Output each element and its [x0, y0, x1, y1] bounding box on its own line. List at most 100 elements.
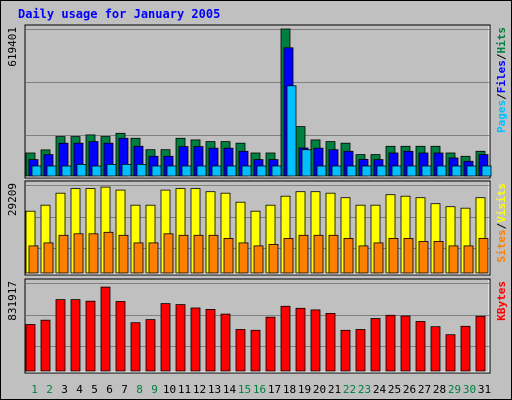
bar-sites-day-23 — [358, 245, 369, 274]
x-label-day-5: 5 — [91, 383, 98, 396]
bar-kbytes-day-3 — [55, 299, 66, 372]
bar-pages-day-16 — [256, 165, 267, 177]
bar-kbytes-day-26 — [400, 315, 411, 372]
legend-entry: / — [495, 222, 508, 229]
y-max-label: 29209 — [6, 183, 19, 216]
bar-sites-day-2 — [43, 242, 54, 274]
x-label-day-20: 20 — [313, 383, 326, 396]
bar-pages-day-10 — [166, 165, 177, 177]
bar-pages-day-17 — [271, 165, 282, 177]
bar-sites-day-11 — [178, 234, 189, 274]
bar-pages-day-25 — [391, 165, 402, 177]
x-label-day-14: 14 — [223, 383, 237, 396]
bar-sites-day-22 — [343, 237, 354, 274]
bar-pages-day-22 — [346, 165, 357, 177]
bar-kbytes-day-11 — [175, 304, 186, 372]
legend-top: Pages/Files/Hits — [495, 27, 508, 133]
bar-pages-day-2 — [46, 165, 57, 177]
bar-kbytes-day-7 — [115, 301, 126, 372]
bar-pages-day-14 — [226, 165, 237, 177]
bar-sites-day-30 — [463, 245, 474, 274]
bar-kbytes-day-8 — [130, 322, 141, 372]
bar-kbytes-day-9 — [145, 319, 156, 372]
bar-sites-day-16 — [253, 245, 264, 274]
bar-sites-day-29 — [448, 245, 459, 274]
bar-pages-day-27 — [421, 165, 432, 177]
x-label-day-11: 11 — [178, 383, 191, 396]
bar-sites-day-28 — [433, 240, 444, 274]
panel-middle: 29209 Sites/Visits — [6, 180, 508, 276]
x-label-day-17: 17 — [268, 383, 281, 396]
bar-pages-day-20 — [316, 165, 327, 177]
bar-sites-day-18 — [283, 237, 294, 274]
bar-kbytes-day-28 — [430, 326, 441, 372]
bar-sites-day-21 — [328, 234, 339, 274]
bar-kbytes-day-4 — [70, 299, 81, 372]
bar-kbytes-day-1 — [25, 324, 36, 372]
legend-entry: Hits — [495, 27, 508, 54]
bar-sites-day-14 — [223, 237, 234, 274]
legend-entry: Visits — [495, 183, 508, 223]
legend-entry: / — [495, 93, 508, 100]
legend-entry: / — [495, 53, 508, 60]
bar-pages-day-7 — [121, 163, 132, 177]
bar-kbytes-day-24 — [370, 318, 381, 372]
bar-sites-day-8 — [133, 242, 144, 274]
bar-pages-day-6 — [106, 163, 117, 177]
y-max-label: 619401 — [6, 27, 19, 67]
bar-pages-day-5 — [91, 165, 102, 177]
bar-pages-day-24 — [376, 165, 387, 177]
bar-sites-day-4 — [73, 233, 84, 274]
bar-kbytes-day-23 — [355, 329, 366, 372]
x-label-day-2: 2 — [46, 383, 53, 396]
x-label-day-4: 4 — [76, 383, 83, 396]
x-label-day-22: 22 — [343, 383, 356, 396]
x-label-day-10: 10 — [163, 383, 176, 396]
y-max-label: 831917 — [6, 281, 19, 321]
x-label-day-6: 6 — [106, 383, 113, 396]
x-label-day-12: 12 — [193, 383, 206, 396]
x-label-day-25: 25 — [388, 383, 401, 396]
x-label-day-29: 29 — [448, 383, 461, 396]
x-label-day-3: 3 — [61, 383, 68, 396]
x-label-day-16: 16 — [253, 383, 266, 396]
bar-sites-day-1 — [28, 245, 39, 274]
x-label-day-1: 1 — [31, 383, 38, 396]
bar-kbytes-day-25 — [385, 314, 396, 372]
bar-kbytes-day-15 — [235, 329, 246, 372]
bar-kbytes-day-14 — [220, 313, 231, 372]
bar-pages-day-11 — [181, 165, 192, 177]
panel-top: 619401 Pages/Files/Hits — [6, 24, 508, 179]
bar-pages-day-23 — [361, 165, 372, 177]
x-label-day-21: 21 — [328, 383, 341, 396]
legend-entry: Pages — [495, 100, 508, 133]
bar-pages-day-8 — [136, 163, 147, 177]
bar-kbytes-day-21 — [325, 312, 336, 372]
bar-sites-day-24 — [373, 242, 384, 274]
x-axis-labels: 1 2 3 4 5 6 7 8 9 10 11 12 13 14 15 16 17 18 19 20 21 22 23 24 2… — [31, 383, 491, 396]
bar-pages-day-1 — [31, 165, 42, 177]
bar-kbytes-day-17 — [265, 316, 276, 372]
bar-sites-day-7 — [118, 234, 129, 274]
bar-kbytes-day-2 — [40, 319, 51, 372]
bar-sites-day-10 — [163, 233, 174, 274]
x-label-day-28: 28 — [433, 383, 446, 396]
bar-sites-day-27 — [418, 240, 429, 274]
legend-middle: Sites/Visits — [495, 183, 508, 263]
x-label-day-8: 8 — [136, 383, 143, 396]
bar-pages-day-21 — [331, 165, 342, 177]
bar-pages-day-18 — [286, 85, 297, 177]
bar-pages-day-19 — [301, 149, 312, 177]
bar-pages-day-30 — [466, 165, 477, 177]
bar-kbytes-day-30 — [460, 325, 471, 372]
bar-pages-day-3 — [61, 165, 72, 177]
x-label-day-30: 30 — [463, 383, 476, 396]
x-label-day-23: 23 — [358, 383, 371, 396]
bar-sites-day-15 — [238, 242, 249, 274]
bar-sites-day-9 — [148, 242, 159, 274]
bar-pages-day-12 — [196, 165, 207, 177]
x-label-day-9: 9 — [151, 383, 158, 396]
bar-kbytes-day-27 — [415, 321, 426, 372]
panel-bottom: 831917 KBytes — [6, 278, 508, 374]
